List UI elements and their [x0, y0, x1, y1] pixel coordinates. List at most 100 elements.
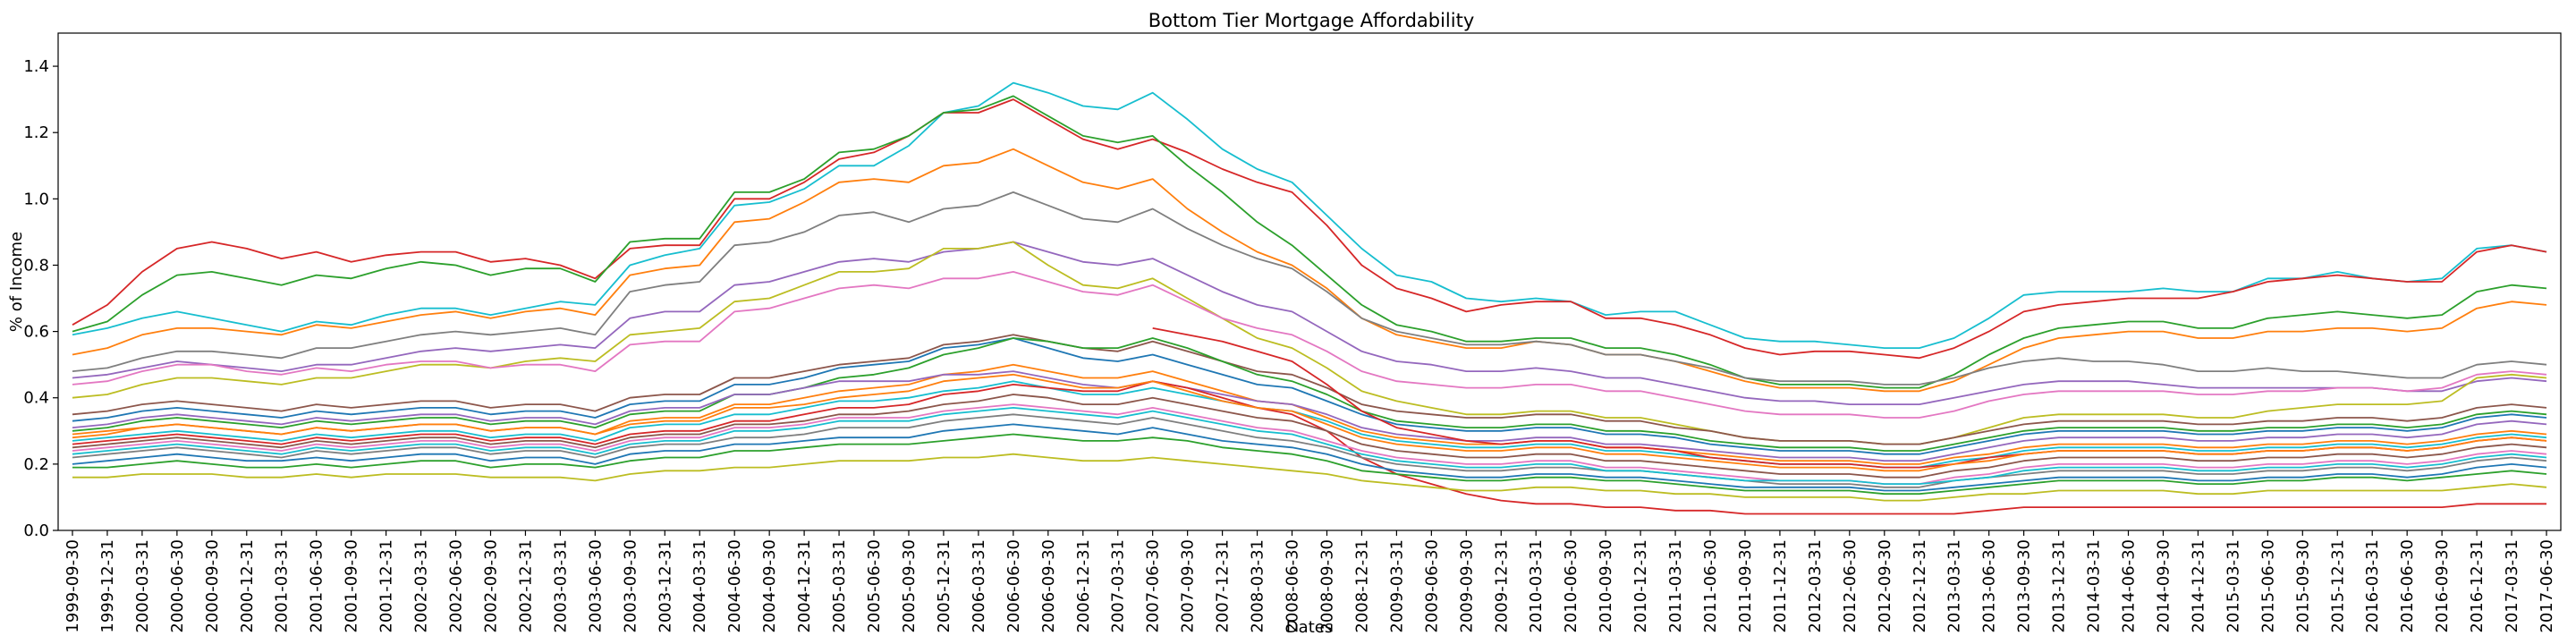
x-tick-label: 2004-03-31 — [691, 539, 709, 633]
y-axis: 0.0 0.2 0.4 0.6 0.8 1.0 1.2 1.4 — [23, 57, 58, 540]
series-line-16 — [72, 394, 2547, 479]
x-tick-label: 2009-12-31 — [1492, 539, 1511, 633]
x-tick-label: 2004-06-30 — [725, 539, 744, 633]
series-line-9 — [72, 334, 2547, 445]
x-tick-label: 2000-03-31 — [133, 539, 152, 633]
y-tick-label: 0.0 — [23, 521, 49, 540]
y-tick-label: 0.2 — [23, 455, 49, 474]
x-tick-label: 2008-03-31 — [1249, 539, 1267, 633]
y-tick-label: 1.2 — [23, 123, 49, 142]
x-tick-label: 2002-09-30 — [482, 539, 501, 633]
x-tick-label: 2003-06-30 — [586, 539, 605, 633]
x-tick-label: 2014-09-30 — [2155, 539, 2174, 633]
x-tick-label: 2011-03-31 — [1666, 539, 1685, 633]
series-line-11 — [72, 337, 2547, 452]
series-line-21 — [72, 453, 2547, 502]
x-tick-label: 2005-12-31 — [935, 539, 953, 633]
x-tick-label: 2005-06-30 — [865, 539, 884, 633]
series-line-24 — [72, 407, 2547, 485]
x-tick-label: 2002-06-30 — [447, 539, 466, 633]
x-tick-label: 2007-06-30 — [1144, 539, 1163, 633]
x-tick-label: 2017-06-30 — [2538, 539, 2556, 633]
series-line-23 — [72, 373, 2547, 472]
series-line-22 — [1152, 327, 2547, 469]
series-line-17 — [72, 403, 2547, 485]
x-tick-label: 2001-09-30 — [343, 539, 361, 633]
x-tick-label: 2008-12-31 — [1352, 539, 1371, 633]
x-tick-label: 1999-12-31 — [98, 539, 117, 633]
series-layer — [72, 81, 2547, 515]
x-tick-label: 2007-03-31 — [1109, 539, 1128, 633]
x-tick-label: 2005-03-31 — [830, 539, 849, 633]
series-line-15 — [72, 380, 2546, 515]
series-line-3 — [72, 95, 2547, 389]
series-line-6 — [72, 241, 2547, 405]
series-line-18 — [72, 413, 2547, 488]
x-tick-label: 2015-03-31 — [2224, 539, 2242, 633]
x-tick-label: 2008-09-30 — [1318, 539, 1337, 633]
series-line-10 — [72, 337, 2547, 455]
x-tick-label: 2013-06-30 — [1980, 539, 1999, 633]
x-tick-label: 2005-09-30 — [900, 539, 919, 633]
x-tick-label: 2014-12-31 — [2189, 539, 2207, 633]
x-tick-label: 2006-12-31 — [1074, 539, 1093, 633]
y-tick-label: 1.4 — [23, 57, 49, 76]
x-tick-label: 2000-12-31 — [238, 539, 257, 633]
x-tick-label: 2010-12-31 — [1631, 539, 1650, 633]
x-tick-label: 2016-12-31 — [2468, 539, 2487, 633]
x-tick-label: 2004-09-30 — [760, 539, 779, 633]
x-tick-label: 2011-09-30 — [1736, 539, 1755, 633]
x-tick-label: 2016-03-31 — [2363, 539, 2382, 633]
series-line-2 — [72, 98, 2547, 360]
x-tick-label: 2001-06-30 — [308, 539, 326, 633]
x-tick-label: 2015-12-31 — [2328, 539, 2347, 633]
x-tick-label: 2000-06-30 — [168, 539, 187, 633]
x-tick-label: 2009-03-31 — [1387, 539, 1406, 633]
x-tick-label: 2012-06-30 — [1841, 539, 1860, 633]
x-tick-label: 2015-09-30 — [2293, 539, 2312, 633]
y-tick-label: 0.8 — [23, 256, 49, 275]
x-tick-label: 2016-06-30 — [2398, 539, 2417, 633]
x-tick-label: 2002-12-31 — [517, 539, 536, 633]
x-tick-label: 2001-03-31 — [273, 539, 292, 633]
series-line-13 — [72, 370, 2547, 462]
x-tick-label: 2009-09-30 — [1457, 539, 1476, 633]
series-line-5 — [72, 191, 2547, 386]
series-line-4 — [72, 148, 2547, 393]
x-tick-label: 2010-09-30 — [1597, 539, 1615, 633]
x-tick-label: 1999-09-30 — [64, 539, 82, 633]
series-line-20 — [72, 433, 2547, 496]
x-tick-label: 2013-12-31 — [2050, 539, 2069, 633]
x-tick-label: 2003-03-31 — [551, 539, 570, 633]
x-tick-label: 2012-09-30 — [1876, 539, 1894, 633]
x-tick-label: 2002-03-31 — [412, 539, 431, 633]
series-line-1 — [72, 81, 2547, 349]
x-tick-label: 2006-03-31 — [970, 539, 988, 633]
y-axis-label: % of Income — [7, 232, 26, 332]
x-tick-label: 2003-09-30 — [621, 539, 640, 633]
x-tick-label: 2014-06-30 — [2120, 539, 2139, 633]
x-tick-label: 2017-03-31 — [2503, 539, 2521, 633]
x-tick-label: 2006-09-30 — [1039, 539, 1058, 633]
x-tick-label: 2004-12-31 — [795, 539, 814, 633]
x-axis-label: Dates — [1286, 618, 1333, 637]
x-tick-label: 2013-03-31 — [1945, 539, 1964, 633]
y-tick-label: 0.4 — [23, 389, 49, 408]
x-tick-label: 2006-06-30 — [1004, 539, 1023, 633]
plot-frame — [57, 32, 2562, 531]
x-tick-label: 2012-12-31 — [1911, 539, 1929, 633]
y-tick-label: 0.6 — [23, 323, 49, 342]
x-tick-label: 2000-09-30 — [203, 539, 222, 633]
x-tick-label: 2001-12-31 — [377, 539, 396, 633]
x-tick-label: 2007-12-31 — [1214, 539, 1233, 633]
x-tick-label: 2011-06-30 — [1701, 539, 1720, 633]
x-tick-label: 2016-09-30 — [2433, 539, 2452, 633]
x-tick-label: 2014-03-31 — [2085, 539, 2104, 633]
x-tick-label: 2010-06-30 — [1562, 539, 1580, 633]
series-line-8 — [72, 271, 2547, 419]
x-tick-label: 2015-06-30 — [2258, 539, 2277, 633]
y-tick-label: 1.0 — [23, 190, 49, 208]
x-axis: 1999-09-30 1999-12-31 2000-03-31 2000-06-30… — [64, 530, 2556, 633]
x-tick-label: 2007-09-30 — [1179, 539, 1198, 633]
